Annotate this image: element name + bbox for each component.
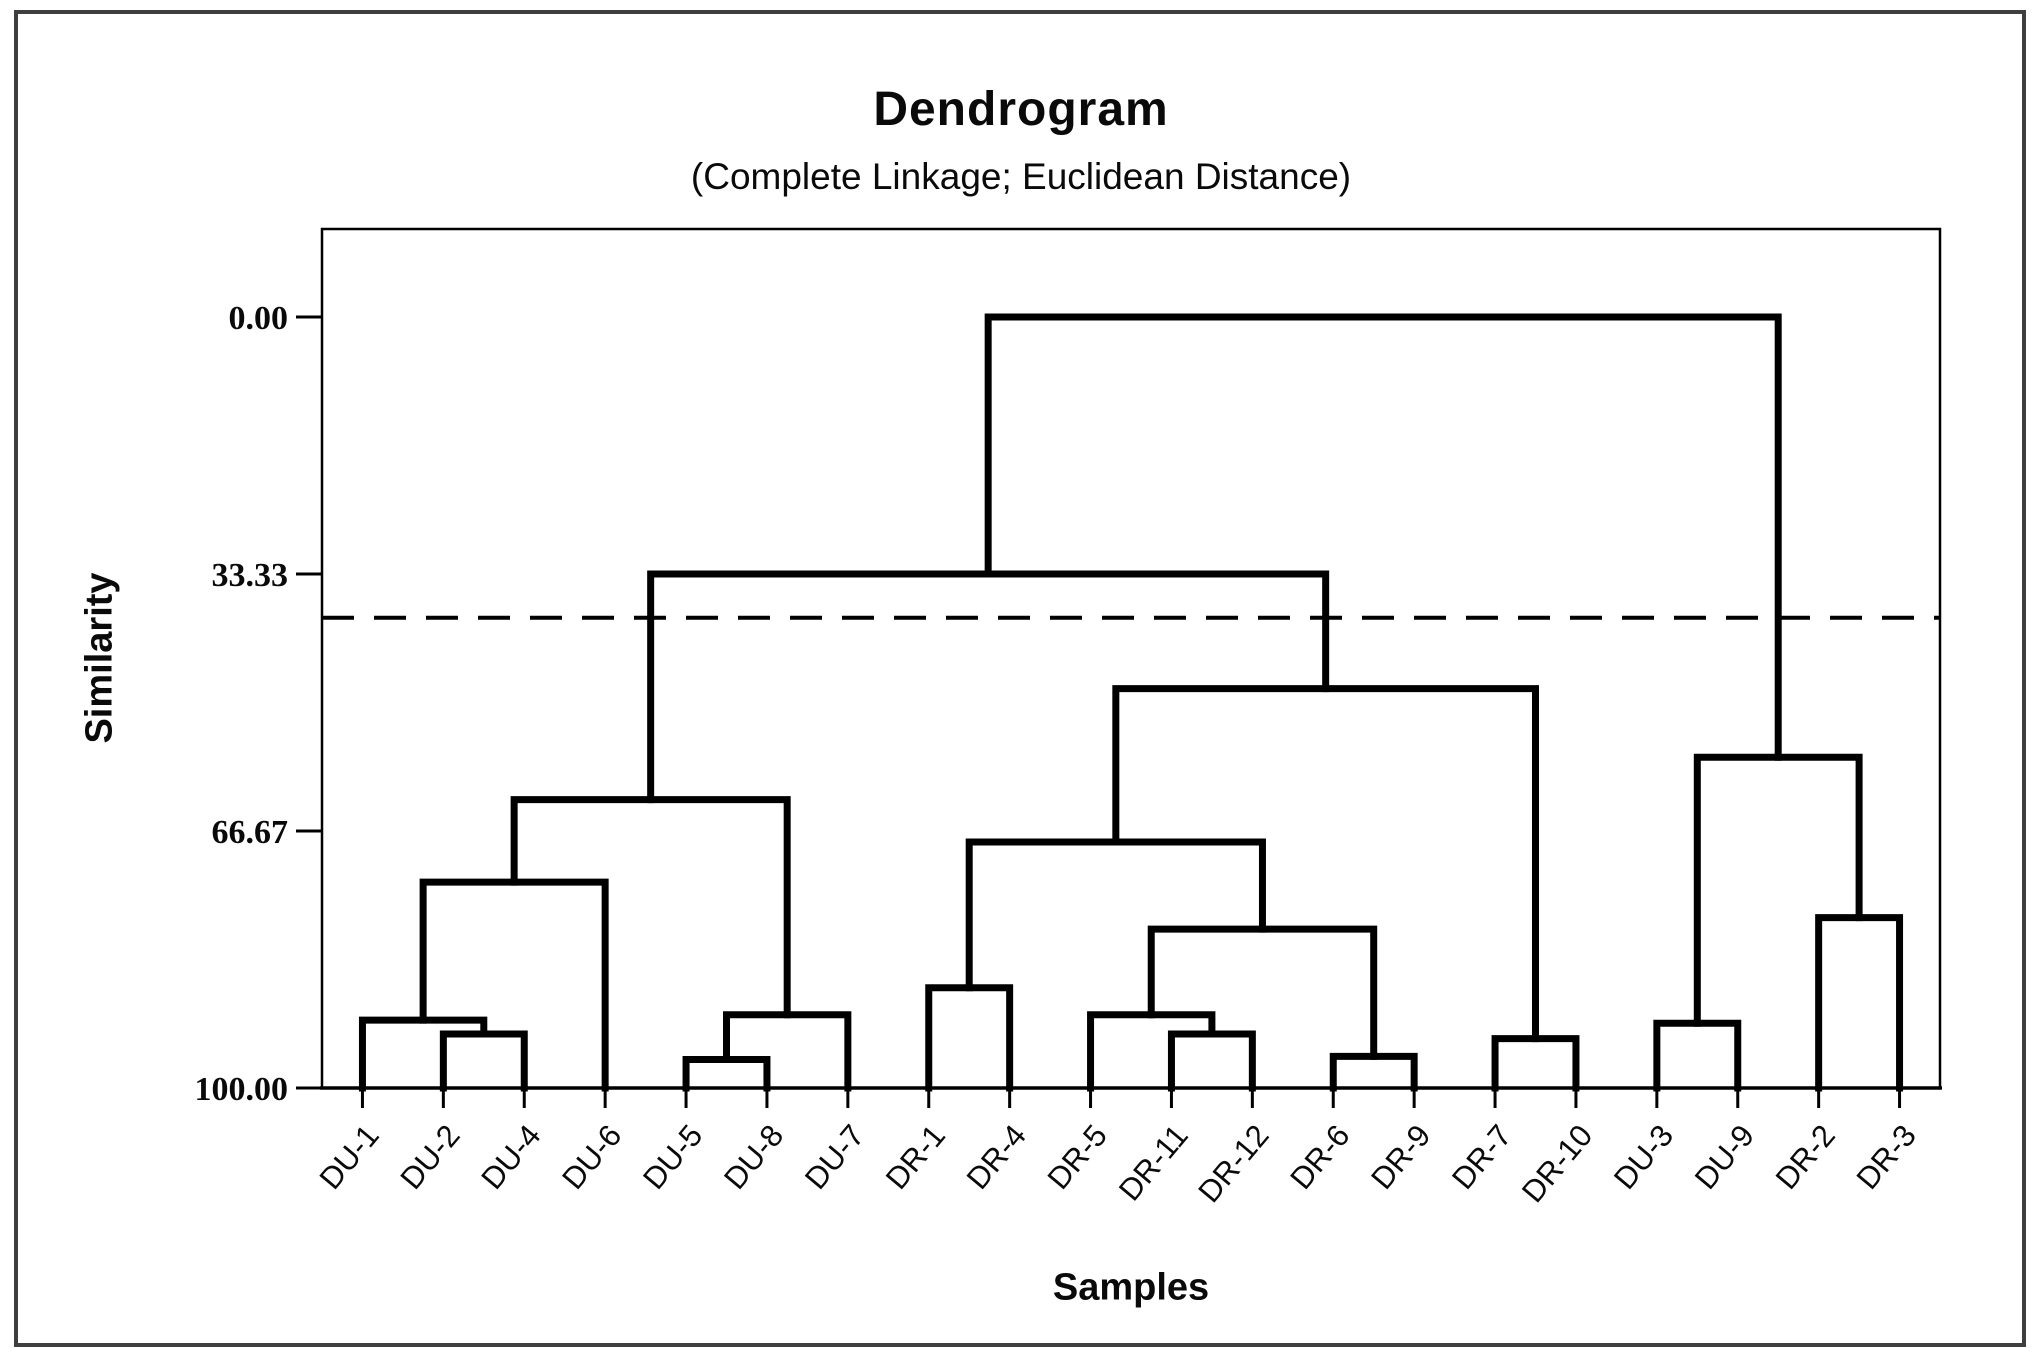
dendrogram-link <box>682 1055 771 1092</box>
x-tick-label: DR-11 <box>1112 1118 1195 1207</box>
dendrogram-link <box>1491 1035 1580 1092</box>
y-tick-label: 0.00 <box>229 300 289 337</box>
y-tick-label: 66.67 <box>212 814 289 851</box>
x-tick-label: DU-1 <box>312 1118 385 1196</box>
x-tick-label: DU-5 <box>636 1118 709 1196</box>
dendrogram-link <box>419 878 609 1092</box>
x-axis-title: Samples <box>1052 1266 1210 1309</box>
dendrogram-link <box>984 313 1782 761</box>
x-tick-label: DR-9 <box>1364 1118 1437 1196</box>
dendrogram-link <box>965 838 1266 992</box>
dendrogram-link <box>510 796 791 1019</box>
x-tick-label: DR-2 <box>1769 1118 1842 1196</box>
dendrogram-link <box>1693 753 1863 1027</box>
x-tick-label: DU-4 <box>474 1118 547 1196</box>
x-tick-label: DU-2 <box>393 1118 466 1196</box>
dendrogram-link <box>1087 1011 1216 1092</box>
x-tick-label: DR-7 <box>1445 1118 1518 1196</box>
dendrogram-link <box>439 1030 528 1092</box>
dendrogram-link <box>925 984 1014 1092</box>
dendrogram-link <box>647 570 1330 804</box>
y-tick-label: 33.33 <box>212 557 289 594</box>
x-tick-label: DR-10 <box>1515 1118 1599 1209</box>
x-tick-label: DU-9 <box>1688 1118 1761 1196</box>
chart-title: Dendrogram <box>873 83 1169 136</box>
dendrogram-link <box>1815 914 1904 1092</box>
dendrogram-link <box>1653 1019 1742 1092</box>
x-tick-label: DR-5 <box>1041 1118 1114 1196</box>
figure-frame <box>14 10 2026 1347</box>
x-tick-label: DU-7 <box>798 1118 871 1196</box>
x-tick-label: DU-8 <box>717 1118 790 1196</box>
x-tick-label: DR-1 <box>879 1118 952 1196</box>
dendrogram-link <box>1112 685 1539 1043</box>
x-tick-label: DR-4 <box>960 1118 1033 1196</box>
dendrogram-link <box>1329 1052 1418 1092</box>
chart-subtitle: (Complete Linkage; Euclidean Distance) <box>690 156 1352 197</box>
dendrogram-link <box>1147 925 1378 1060</box>
x-tick-label: DR-6 <box>1283 1118 1356 1196</box>
dendrogram-link <box>723 1011 852 1092</box>
x-tick-label: DU-3 <box>1607 1118 1680 1196</box>
x-tick-label: DR-3 <box>1850 1118 1923 1196</box>
x-tick-label: DU-6 <box>555 1118 628 1196</box>
x-tick-label: DR-12 <box>1191 1118 1275 1209</box>
dendrogram-link <box>1167 1030 1256 1092</box>
y-tick-label: 100.00 <box>195 1071 289 1108</box>
dendrogram-link <box>358 1016 488 1092</box>
